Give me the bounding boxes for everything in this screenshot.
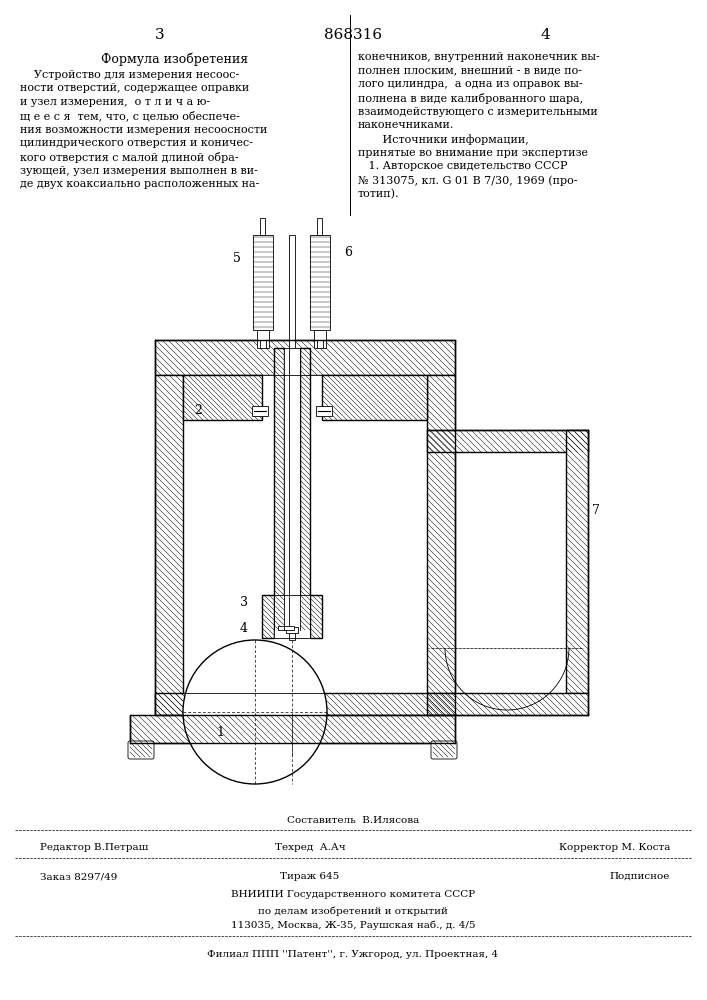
Bar: [317, 218, 322, 235]
Bar: [155, 340, 455, 375]
Text: 868316: 868316: [324, 28, 382, 42]
Text: 7: 7: [592, 504, 600, 516]
Text: Филиал ППП ''Патент'', г. Ужгород, ул. Проектная, 4: Филиал ППП ''Патент'', г. Ужгород, ул. П…: [207, 950, 498, 959]
Text: 2: 2: [194, 404, 202, 418]
Bar: [284, 348, 289, 630]
Bar: [566, 430, 588, 693]
Bar: [300, 348, 310, 630]
Bar: [262, 595, 274, 638]
Bar: [289, 235, 295, 640]
Bar: [274, 348, 284, 630]
Text: Редактор В.Петраш: Редактор В.Петраш: [40, 843, 148, 852]
Bar: [183, 375, 262, 420]
Text: Заказ 8297/49: Заказ 8297/49: [40, 872, 117, 881]
FancyBboxPatch shape: [431, 741, 457, 759]
Bar: [278, 626, 294, 630]
Bar: [155, 375, 183, 715]
Bar: [253, 235, 273, 330]
Bar: [155, 693, 455, 715]
Bar: [322, 375, 427, 420]
Bar: [260, 218, 266, 235]
Text: 4: 4: [240, 621, 248, 635]
Bar: [130, 715, 455, 743]
Bar: [310, 595, 322, 638]
Bar: [427, 693, 588, 715]
Bar: [427, 452, 566, 693]
Text: Корректор М. Коста: Корректор М. Коста: [559, 843, 670, 852]
Bar: [427, 430, 588, 452]
Text: Тираж 645: Тираж 645: [281, 872, 339, 881]
Text: 113035, Москва, Ж-35, Раушская наб., д. 4/5: 113035, Москва, Ж-35, Раушская наб., д. …: [230, 921, 475, 930]
Text: 6: 6: [344, 246, 352, 259]
Bar: [427, 375, 455, 715]
Text: ВНИИПИ Государственного комитета СССР: ВНИИПИ Государственного комитета СССР: [231, 890, 475, 899]
Text: Устройство для измерения несоос-
ности отверстий, содержащее оправки
и узел изме: Устройство для измерения несоос- ности о…: [20, 70, 267, 189]
Text: 3: 3: [156, 28, 165, 42]
Text: конечников, внутренний наконечник вы-
полнен плоским, внешний - в виде по-
лого : конечников, внутренний наконечник вы- по…: [358, 52, 600, 199]
Bar: [274, 595, 310, 638]
Text: Формула изобретения: Формула изобретения: [101, 52, 249, 66]
Text: 1: 1: [216, 726, 224, 738]
Text: по делам изобретений и открытий: по делам изобретений и открытий: [258, 906, 448, 916]
Bar: [314, 330, 326, 348]
Text: 5: 5: [233, 251, 241, 264]
Bar: [316, 406, 332, 416]
Bar: [257, 330, 269, 348]
Text: 4: 4: [540, 28, 550, 42]
Text: Подписное: Подписное: [609, 872, 670, 881]
Bar: [286, 627, 298, 633]
FancyBboxPatch shape: [128, 741, 154, 759]
Bar: [262, 375, 322, 420]
Bar: [310, 235, 330, 330]
Text: Составитель  В.Илясова: Составитель В.Илясова: [287, 816, 419, 825]
Bar: [295, 348, 300, 630]
Text: Техред  А.Ач: Техред А.Ач: [275, 843, 345, 852]
Circle shape: [183, 640, 327, 784]
Text: 3: 3: [240, 596, 248, 609]
Bar: [183, 375, 427, 693]
Bar: [252, 406, 268, 416]
